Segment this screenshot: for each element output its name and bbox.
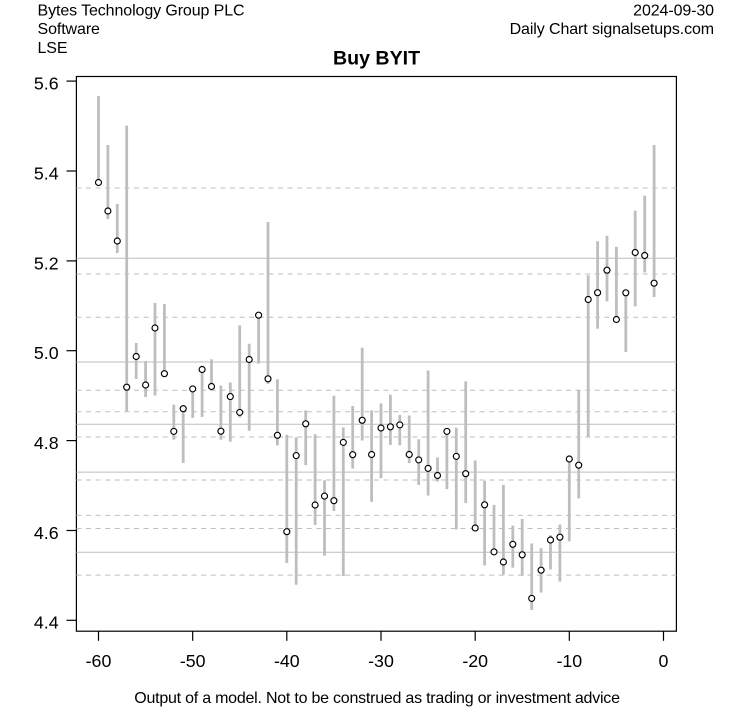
svg-text:Bytes Technology Group PLC: Bytes Technology Group PLC <box>38 2 245 19</box>
svg-text:-50: -50 <box>180 651 206 671</box>
svg-text:-40: -40 <box>274 651 300 671</box>
svg-text:Daily Chart signalsetups.com: Daily Chart signalsetups.com <box>510 21 714 38</box>
svg-text:-20: -20 <box>462 651 488 671</box>
svg-text:-10: -10 <box>556 651 582 671</box>
svg-text:5.2: 5.2 <box>34 253 59 273</box>
svg-text:4.4: 4.4 <box>34 613 59 633</box>
svg-text:-60: -60 <box>86 651 112 671</box>
svg-text:2024-09-30: 2024-09-30 <box>633 2 714 19</box>
svg-text:Output of a model. Not to be c: Output of a model. Not to be construed a… <box>134 690 620 707</box>
svg-text:4.6: 4.6 <box>34 523 59 543</box>
svg-text:LSE: LSE <box>38 40 68 57</box>
svg-text:Buy BYIT: Buy BYIT <box>333 47 420 69</box>
svg-text:-30: -30 <box>368 651 394 671</box>
svg-text:5.0: 5.0 <box>34 343 59 363</box>
svg-text:0: 0 <box>659 651 669 671</box>
svg-text:5.4: 5.4 <box>34 163 59 183</box>
svg-text:Software: Software <box>38 21 101 38</box>
svg-text:5.6: 5.6 <box>34 74 59 94</box>
svg-text:4.8: 4.8 <box>34 433 59 453</box>
